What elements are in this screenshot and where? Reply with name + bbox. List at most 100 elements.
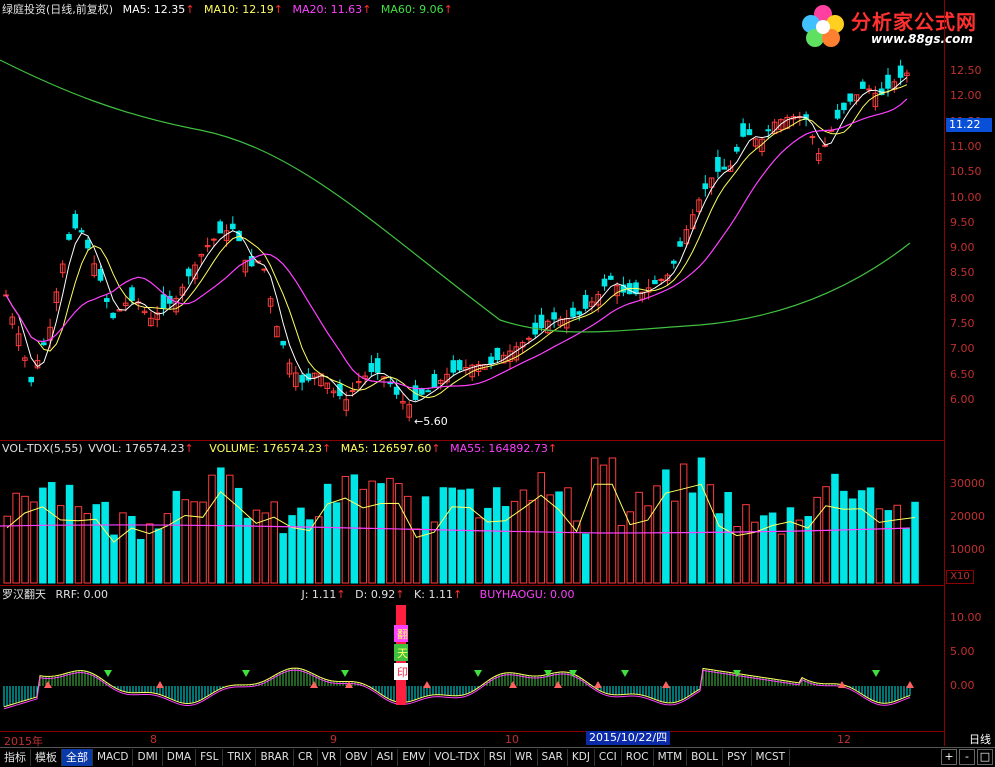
sell-arrow-icon <box>569 670 577 677</box>
volume-bar <box>795 519 804 584</box>
volume-bar <box>3 515 11 584</box>
tab-模板[interactable]: 模板 <box>31 749 62 766</box>
indicator-k-line <box>3 667 911 708</box>
tab-vol-tdx[interactable]: VOL-TDX <box>430 749 485 766</box>
volume-bar <box>163 513 172 584</box>
candle-body <box>204 245 211 248</box>
volume-bar <box>243 517 252 584</box>
candle-body <box>752 138 759 147</box>
candle-body <box>538 314 545 329</box>
tab-asi[interactable]: ASI <box>372 749 399 766</box>
candle-body <box>97 269 104 281</box>
price-axis-label: 9.00 <box>950 241 975 255</box>
tab-rsi[interactable]: RSI <box>485 749 511 766</box>
candle-body <box>85 239 91 249</box>
sell-arrow-icon <box>474 670 482 677</box>
tab-brar[interactable]: BRAR <box>256 749 294 766</box>
candle-body <box>765 129 772 132</box>
tab-sar[interactable]: SAR <box>538 749 568 766</box>
candle-body <box>330 390 337 394</box>
volume-bar <box>724 492 732 584</box>
volume-bar <box>404 495 412 584</box>
candle-body <box>59 263 66 274</box>
volume-bar <box>350 474 359 584</box>
zoom-in-button[interactable]: + <box>941 749 957 765</box>
sell-arrow-icon <box>544 670 552 677</box>
tab-trix[interactable]: TRIX <box>223 749 257 766</box>
candle-body <box>305 373 312 381</box>
tab-vr[interactable]: VR <box>318 749 342 766</box>
buy-arrow-icon <box>345 681 353 688</box>
tab-roc[interactable]: ROC <box>622 749 654 766</box>
candle-body <box>488 356 494 365</box>
buy-arrow-icon <box>838 681 846 688</box>
tab-dma[interactable]: DMA <box>163 749 197 766</box>
tab-cci[interactable]: CCI <box>595 749 622 766</box>
candle-body <box>778 119 784 131</box>
tab-mcst[interactable]: MCST <box>752 749 791 766</box>
kline-chart[interactable]: ←5.60 翻天印 <box>0 0 944 730</box>
volume-bar <box>911 501 919 584</box>
volume-bar <box>226 474 234 584</box>
candle-body <box>299 374 305 383</box>
tab-macd[interactable]: MACD <box>93 749 134 766</box>
vvol-value: VVOL: 176574.23 <box>88 442 185 455</box>
volume-bar <box>12 492 20 584</box>
volume-bar <box>733 525 741 584</box>
volume-bar <box>590 457 599 584</box>
volume-bar <box>902 528 910 584</box>
zoom-out-button[interactable]: - <box>959 749 975 765</box>
vol-ma5-arrow: ↑ <box>431 442 441 455</box>
buy-arrow-icon <box>594 681 602 688</box>
tab-psy[interactable]: PSY <box>723 749 752 766</box>
tab-fsl[interactable]: FSL <box>196 749 224 766</box>
volume-bar <box>30 501 38 584</box>
rrf-value: RRF: 0.00 <box>55 588 108 601</box>
candle-body <box>671 260 677 264</box>
tab-obv[interactable]: OBV <box>341 749 373 766</box>
candle-body <box>72 213 79 229</box>
signal-mark-text: 翻 <box>397 627 408 641</box>
tab-wr[interactable]: WR <box>511 749 538 766</box>
candle-body <box>230 223 236 230</box>
volume-bar <box>65 484 74 584</box>
signal-mark-text: 天 <box>397 647 408 660</box>
candle-body <box>53 291 60 303</box>
tab-指标[interactable]: 指标 <box>0 749 31 766</box>
volume-bar <box>297 507 305 584</box>
signal-mark-bg <box>394 663 408 680</box>
candle-body <box>696 199 702 212</box>
tab-mtm[interactable]: MTM <box>654 749 688 766</box>
tab-emv[interactable]: EMV <box>398 749 431 766</box>
candle-body <box>545 320 551 334</box>
volume-bar <box>128 515 136 584</box>
volume-bar <box>751 521 759 584</box>
candle-body <box>904 72 910 76</box>
tab-dmi[interactable]: DMI <box>133 749 163 766</box>
candle-body <box>154 312 160 320</box>
tab-全部[interactable]: 全部 <box>62 749 93 766</box>
candle-body <box>406 404 412 418</box>
tab-kdj[interactable]: KDJ <box>568 749 595 766</box>
volume-bar <box>608 457 617 584</box>
candle-body <box>412 385 419 400</box>
volume-bar <box>662 469 670 584</box>
candle-body <box>727 165 734 172</box>
candle-body <box>274 326 280 338</box>
candle-body <box>78 230 85 233</box>
volume-bar <box>777 533 786 584</box>
price-axis-label: 7.50 <box>950 317 975 331</box>
tab-boll[interactable]: BOLL <box>687 749 724 766</box>
volume-bar <box>537 472 545 584</box>
restore-button[interactable]: □ <box>977 749 993 765</box>
candle-body <box>444 373 450 383</box>
candle-body <box>160 294 167 309</box>
tab-cr[interactable]: CR <box>294 749 318 766</box>
volume-ma5-line <box>6 483 915 543</box>
axis-year: 2015年 <box>4 735 43 748</box>
volume-bar <box>582 533 590 584</box>
volume-bar <box>493 487 501 584</box>
d-value: D: 0.92 <box>355 588 396 601</box>
volume-bar <box>528 499 537 584</box>
period-label[interactable]: 日线 <box>969 733 991 746</box>
